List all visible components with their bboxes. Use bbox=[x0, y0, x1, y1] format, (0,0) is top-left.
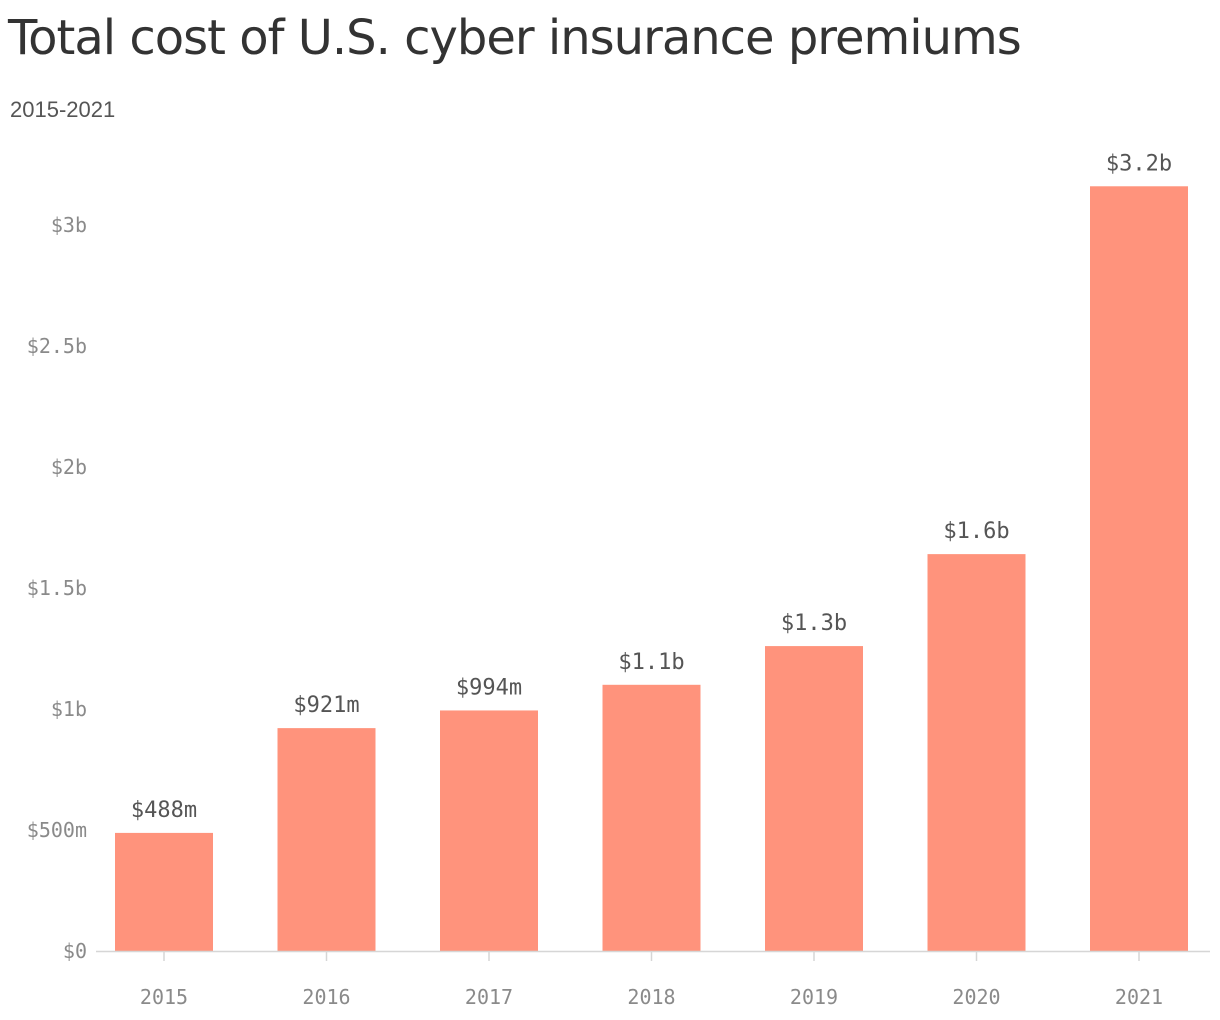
x-tick-label-2021: 2021 bbox=[1115, 985, 1163, 1009]
data-label-2019: $1.3b bbox=[781, 611, 847, 636]
x-tick-label-2016: 2016 bbox=[302, 985, 350, 1009]
x-tick-label-2017: 2017 bbox=[465, 985, 513, 1009]
y-tick-label: $0 bbox=[63, 939, 87, 963]
y-tick-label: $2b bbox=[51, 455, 87, 479]
bar-series bbox=[115, 186, 1188, 951]
y-axis: $0 $500m $1b $1.5b $2b $2.5b $3b bbox=[27, 213, 87, 963]
x-tick-label-2018: 2018 bbox=[627, 985, 675, 1009]
data-label-2018: $1.1b bbox=[618, 650, 684, 675]
bar-2018 bbox=[602, 684, 701, 951]
x-tick-label-2019: 2019 bbox=[790, 985, 838, 1009]
value-labels: $488m $921m $994m $1.1b $1.3b $1.6b $3.2b bbox=[131, 151, 1172, 823]
bar-2016 bbox=[277, 728, 376, 951]
bar-2019 bbox=[765, 646, 863, 951]
y-tick-label: $1.5b bbox=[27, 576, 87, 600]
data-label-2020: $1.6b bbox=[943, 519, 1009, 544]
data-label-2016: $921m bbox=[293, 693, 359, 718]
x-tick-label-2020: 2020 bbox=[952, 985, 1000, 1009]
chart-title: Total cost of U.S. cyber insurance premi… bbox=[8, 10, 1022, 66]
y-tick-label: $3b bbox=[51, 213, 87, 237]
y-tick-label: $1b bbox=[51, 697, 87, 721]
bar-2021 bbox=[1090, 186, 1188, 951]
data-label-2015: $488m bbox=[131, 798, 197, 823]
data-label-2017: $994m bbox=[456, 675, 522, 700]
bar-2015 bbox=[115, 832, 213, 951]
x-tick-label-2015: 2015 bbox=[140, 985, 188, 1009]
chart-subtitle: 2015-2021 bbox=[10, 97, 116, 122]
y-tick-label: $2.5b bbox=[27, 334, 87, 358]
y-tick-label: $500m bbox=[27, 818, 87, 842]
bar-2020 bbox=[927, 554, 1026, 951]
data-label-2021: $3.2b bbox=[1106, 151, 1172, 176]
x-axis: 2015 2016 2017 2018 2019 2020 2021 bbox=[96, 950, 1210, 1009]
bar-2017 bbox=[440, 710, 538, 951]
